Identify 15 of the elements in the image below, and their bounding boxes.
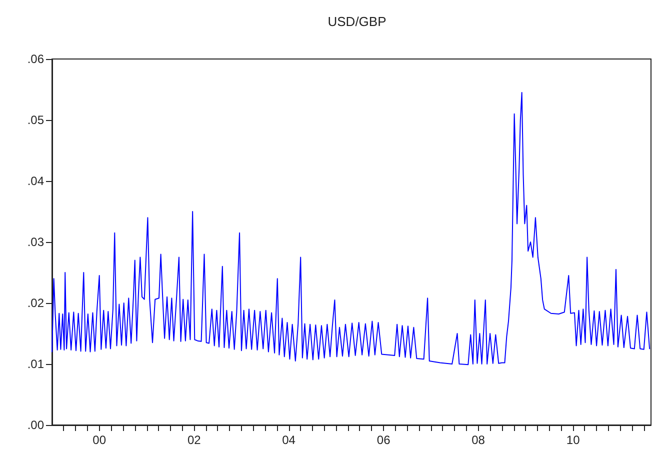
x-tick-label: 06 bbox=[376, 433, 391, 447]
y-tick-label: .00 bbox=[27, 418, 44, 432]
line-series bbox=[52, 92, 650, 366]
x-tick-label: 00 bbox=[92, 433, 106, 447]
x-tick-label: 02 bbox=[187, 433, 202, 447]
y-tick-label: .06 bbox=[27, 52, 44, 66]
x-tick-label: 10 bbox=[566, 433, 580, 447]
y-tick-label: .03 bbox=[27, 235, 44, 249]
y-tick-label: .02 bbox=[27, 296, 44, 310]
x-tick-label: 04 bbox=[282, 433, 296, 447]
y-tick-label: .01 bbox=[27, 357, 44, 371]
chart-title: USD/GBP bbox=[328, 14, 386, 29]
y-tick-label: .04 bbox=[27, 174, 44, 188]
x-tick-label: 08 bbox=[472, 433, 486, 447]
y-tick-label: .05 bbox=[27, 113, 44, 127]
